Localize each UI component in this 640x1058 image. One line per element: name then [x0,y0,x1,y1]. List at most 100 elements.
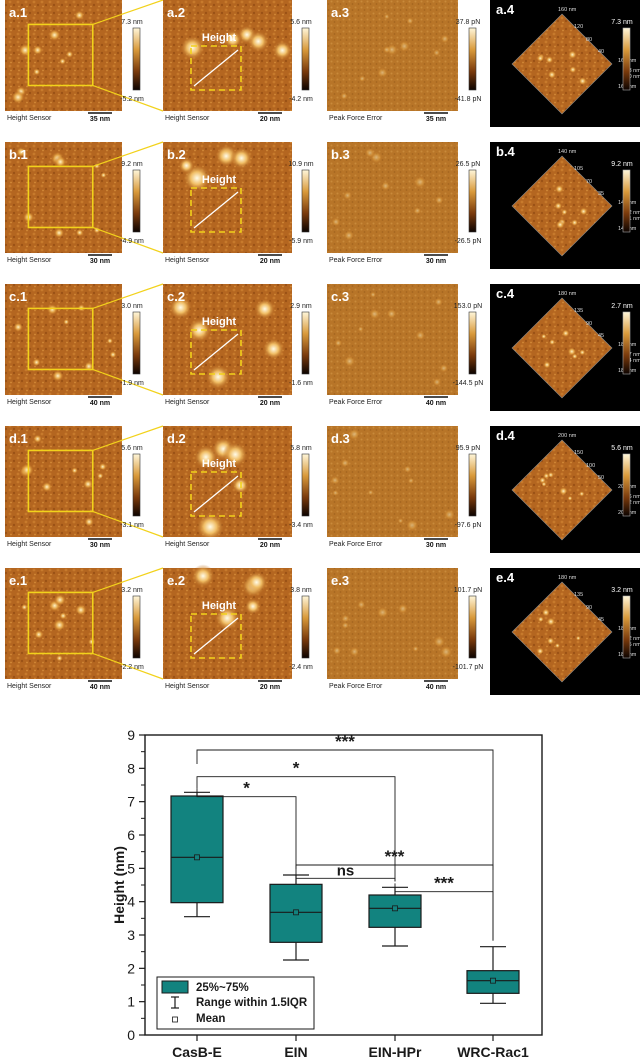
color-scale-min: -97.6 pN [455,522,482,529]
color-scale-gradient [622,595,631,659]
afm-3d-tick: 180 nm [558,291,577,297]
afm-particle [52,618,67,632]
bracket-line [394,883,494,941]
afm-3d-peak [554,184,564,194]
afm-particle [74,10,85,21]
color-scale-min: -1.6 nm [289,380,313,387]
color-scale-bar: 5.6 nm -4.2 nm [289,19,313,103]
zoom-connector [92,652,164,680]
afm-particle [440,34,450,44]
afm-3d-peak [559,486,568,496]
significance-bracket: *** [196,732,494,870]
afm-particle [244,598,262,615]
afm-particle [369,291,377,298]
scale-bar-label: 40 nm [90,400,110,407]
significance-bracket: * [196,759,396,882]
afm-footer-bg [5,679,122,691]
afm-footer-bg [163,679,292,691]
afm-footer-bg [327,253,458,265]
afm-row: Height Sensor 40 nm e.1 Height Sensor 20 nm e… [5,564,640,695]
zoom-connector [92,141,164,167]
afm-3d-surface [511,13,613,115]
legend-entry-mean: Mean [196,1013,225,1025]
color-scale-min: -4.9 nm [120,238,144,245]
panel-label: c.1 [9,289,27,304]
color-scale-max: 5.6 nm [611,445,633,452]
afm-footer-label: Height Sensor [7,683,52,690]
afm-particle [367,489,374,496]
afm-particle [405,518,419,532]
afm-3d-peak [541,333,547,340]
afm-particle [168,295,193,320]
color-scale-max: 101.7 pN [454,587,482,594]
color-scale-bar: 101.7 pN -101.7 pN [453,587,484,671]
scale-bar-label: 20 nm [260,684,280,691]
color-scale-gradient [132,595,141,659]
bracket-line [196,776,396,882]
afm-footer-bg [5,537,122,549]
zoom-connector [92,84,164,112]
box-ein-hpr [368,886,422,947]
afm-particle [33,68,41,76]
afm-3d-peak [569,66,577,74]
afm-3d-tick: 45 [598,617,604,623]
afm-particle [432,377,442,387]
afm-3d-tick: 105 [574,166,583,172]
afm-particle [432,48,441,57]
afm-3d-peak [571,219,579,227]
color-scale-max: 2.7 nm [611,303,633,310]
color-scale-bar: 95.9 pN -97.6 pN [455,445,482,529]
afm-particle [412,645,419,653]
scale-bar-label: 20 nm [260,542,280,549]
afm-3d-tick: 160 nm [558,7,577,13]
color-scale-max: 37.8 pN [456,19,481,26]
afm-3d-peak [536,647,544,655]
afm-particle [332,645,342,656]
zoom-connector [92,368,164,396]
afm-particle [51,369,64,382]
afm-3d-surface [511,297,613,399]
afm-3d-tick: 80 [586,37,592,43]
color-scale-min: -26.5 pN [455,238,482,245]
color-scale-max: 7.3 nm [611,19,633,26]
afm-footer-label: Height Sensor [165,683,210,690]
color-scale-bar: 7.3 nm [611,19,633,91]
scale-bar-label: 30 nm [426,542,446,549]
afm-panel-b-3: Peak Force Error 30 nm b.3 [327,142,458,265]
afm-3d-tick: 120 [574,24,583,30]
color-scale-bar: 9.2 nm -4.9 nm [120,161,144,245]
afm-particle [54,155,67,169]
afm-particle [272,40,293,61]
afm-footer-label: Height Sensor [7,257,52,264]
afm-3d-peak [579,207,588,216]
panel-label: a.4 [496,2,515,17]
afm-3d-peak [547,70,557,79]
afm-footer-bg [327,537,458,549]
x-axis: CasB-E EIN EIN-HPr WRC-Rac1 [172,1035,529,1058]
afm-panel-e-1: Height Sensor 40 nm e.1 [5,567,164,691]
box-mean [194,854,200,861]
significance-brackets: ********ns*** [196,732,494,941]
afm-particle [178,157,195,174]
afm-3d-tick: 9.2 nm [624,210,640,216]
significance-bracket: *** [394,874,494,941]
color-scale-max: 3.2 nm [121,587,143,594]
color-scale-gradient [132,311,141,375]
color-scale-gradient [301,453,310,517]
afm-particle [347,427,361,441]
afm-3d-tick: 70 [586,179,592,185]
color-scale-max: 5.6 nm [290,19,312,26]
afm-footer-label: Height Sensor [165,541,210,548]
afm-panel-a-3: Peak Force Error 35 nm a.3 [327,0,458,123]
afm-particle [433,297,444,307]
color-scale-bar: 3.0 nm -1.9 nm [120,303,144,387]
afm-3d-peak [567,495,573,501]
color-scale-gradient [622,311,631,375]
afm-3d-peak [543,472,550,480]
afm-particle [413,175,427,189]
afm-particle [59,611,68,620]
x-tick-label: EIN-HPr [369,1044,422,1058]
afm-footer-bg [163,111,292,123]
